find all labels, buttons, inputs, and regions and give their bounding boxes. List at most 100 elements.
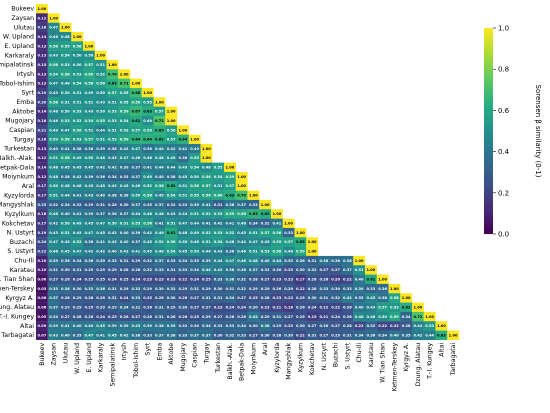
heatmap-cell xyxy=(388,330,401,341)
cell-value: 1.00 xyxy=(308,240,317,244)
heatmap-cell xyxy=(412,302,424,313)
heatmap-cell xyxy=(118,274,131,285)
cell-value: 0.16 xyxy=(37,119,46,123)
heatmap-cell xyxy=(212,255,225,266)
heatmap-cell xyxy=(118,321,131,331)
heatmap-cell xyxy=(165,115,178,126)
heatmap-cell xyxy=(94,181,107,191)
cell-value: 0.27 xyxy=(61,315,70,319)
cell-value: 0.37 xyxy=(131,203,140,207)
heatmap-cell xyxy=(71,330,84,341)
heatmap-cell xyxy=(71,78,84,89)
cell-value: 0.41 xyxy=(202,203,211,207)
heatmap-cell xyxy=(106,209,119,219)
cell-value: 0.39 xyxy=(131,231,140,235)
heatmap-cell xyxy=(200,162,213,173)
heatmap-cell xyxy=(200,218,213,229)
heatmap-cell xyxy=(259,283,272,294)
cell-value: 0.06 xyxy=(37,306,46,310)
cell-value: 0.42 xyxy=(413,334,422,338)
heatmap-cell xyxy=(59,59,72,70)
column-label: Karatau xyxy=(368,343,375,367)
cell-value: 0.28 xyxy=(131,268,140,272)
heatmap-cell xyxy=(106,199,119,210)
heatmap-cell xyxy=(294,237,307,247)
heatmap-cell xyxy=(212,171,225,182)
cell-value: 0.33 xyxy=(284,231,293,235)
cell-value: 0.35 xyxy=(190,259,199,263)
cell-value: 0.51 xyxy=(355,268,364,272)
cell-value: 0.64 xyxy=(178,138,187,142)
heatmap-cell xyxy=(106,293,119,303)
cell-value: 0.34 xyxy=(225,296,234,300)
column-label: Kokchetav xyxy=(309,343,316,375)
heatmap-cell xyxy=(247,274,260,285)
heatmap-cell xyxy=(47,255,60,266)
heatmap-cell xyxy=(200,265,213,275)
heatmap-cell xyxy=(247,218,260,229)
heatmap-cell xyxy=(165,171,178,182)
cell-value: 0.62 xyxy=(296,240,305,244)
heatmap-cell xyxy=(71,106,84,117)
heatmap-cell xyxy=(59,321,72,331)
cell-value: 0.35 xyxy=(96,259,105,263)
heatmap-cell xyxy=(83,50,95,61)
cell-value: 0.46 xyxy=(237,222,246,226)
cell-value: 0.38 xyxy=(143,147,152,151)
cell-value: 0.39 xyxy=(143,324,152,328)
cell-value: 0.42 xyxy=(214,268,223,272)
cell-value: 0.32 xyxy=(237,278,246,282)
heatmap-cell xyxy=(247,237,260,247)
cell-value: 0.39 xyxy=(49,324,58,328)
heatmap-cell xyxy=(165,255,178,266)
row-label: W. Upland xyxy=(3,34,34,41)
heatmap-cell xyxy=(177,237,189,247)
heatmap-cell xyxy=(177,265,189,275)
heatmap-cell xyxy=(59,125,72,135)
heatmap-cell xyxy=(224,321,236,331)
cell-value: 0.24 xyxy=(131,278,140,282)
heatmap-cell xyxy=(212,330,225,341)
cell-value: 0.45 xyxy=(84,184,93,188)
cell-value: 0.29 xyxy=(202,315,211,319)
heatmap-cell xyxy=(59,302,72,313)
heatmap-cell xyxy=(118,283,131,294)
heatmap-cell xyxy=(365,274,377,285)
cell-value: 0.55 xyxy=(120,91,129,95)
cell-value: 0.59 xyxy=(390,315,399,319)
cell-value: 1.00 xyxy=(84,44,93,48)
cell-value: 0.56 xyxy=(96,82,105,86)
row-label: Betpak-Dala xyxy=(0,164,34,171)
heatmap-cell xyxy=(130,153,142,163)
heatmap-cell xyxy=(188,330,201,341)
cell-value: 0.31 xyxy=(155,315,164,319)
cell-value: 0.38 xyxy=(167,334,176,338)
heatmap-cell xyxy=(200,330,213,341)
heatmap-cell xyxy=(83,125,95,135)
cell-value: 0.29 xyxy=(178,287,187,291)
cell-value: 0.26 xyxy=(296,306,305,310)
cell-value: 0.43 xyxy=(366,306,375,310)
cell-value: 0.34 xyxy=(190,268,199,272)
cell-value: 0.40 xyxy=(261,259,270,263)
heatmap-cell xyxy=(341,302,354,313)
row-label: Karatau xyxy=(10,267,34,274)
cell-value: 0.31 xyxy=(272,315,281,319)
heatmap-cell xyxy=(306,321,319,331)
cell-value: 0.37 xyxy=(120,212,129,216)
cell-value: 0.70 xyxy=(237,194,246,198)
heatmap-cell xyxy=(271,274,283,285)
cell-value: 0.24 xyxy=(37,240,46,244)
heatmap-cell xyxy=(165,246,178,257)
cell-value: 0.39 xyxy=(190,203,199,207)
heatmap-cell xyxy=(118,190,131,201)
heatmap-cell xyxy=(106,311,119,322)
column-label: W. Upland xyxy=(74,343,81,374)
heatmap-cell xyxy=(83,302,95,313)
heatmap-cell xyxy=(83,181,95,191)
cell-value: 1.00 xyxy=(37,7,46,11)
heatmap-cell xyxy=(141,209,154,219)
cell-value: 0.40 xyxy=(61,212,70,216)
cell-value: 0.50 xyxy=(49,184,58,188)
heatmap-cell xyxy=(47,330,60,341)
